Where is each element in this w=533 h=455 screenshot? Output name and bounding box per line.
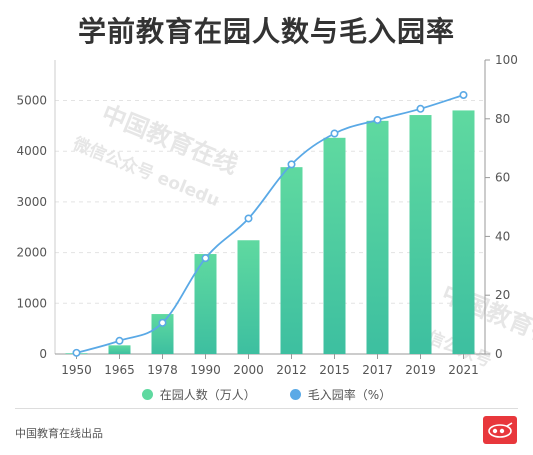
- y-right-tick-label: 60: [495, 171, 510, 185]
- bar-2012: [280, 167, 303, 354]
- y-right-tick-label: 0: [495, 347, 503, 361]
- line-point-2012: [287, 160, 296, 169]
- bar-1990: [194, 254, 217, 354]
- line-point-2021: [459, 90, 468, 99]
- x-tick-label: 2019: [405, 363, 436, 377]
- line-series: [72, 90, 468, 357]
- x-tick-label: 2012: [276, 363, 307, 377]
- x-tick-label: 1950: [61, 363, 92, 377]
- legend-label-line: 毛入园率（%）: [307, 388, 392, 402]
- x-tick-label: 1990: [190, 363, 221, 377]
- y-right-tick-label: 100: [495, 53, 518, 67]
- chart-title: 学前教育在园人数与毛入园率: [77, 15, 455, 48]
- footer-divider: [15, 408, 518, 409]
- bar-2019: [409, 115, 432, 354]
- x-tick-label: 1978: [147, 363, 178, 377]
- y-left-tick-label: 4000: [16, 144, 47, 158]
- y-left-tick-label: 0: [39, 347, 47, 361]
- y-right-tick-label: 80: [495, 112, 510, 126]
- bar-2017: [366, 120, 389, 355]
- legend: 在园人数（万人） 毛入园率（%）: [0, 386, 533, 403]
- y-right-tick-label: 20: [495, 288, 510, 302]
- bar-2015: [323, 137, 346, 354]
- bar-2021: [452, 110, 475, 354]
- line-point-1978: [158, 318, 167, 327]
- legend-label-bar: 在园人数（万人）: [159, 388, 256, 402]
- y-left-tick-label: 1000: [16, 296, 47, 310]
- bar-series: [65, 110, 475, 355]
- line-point-2017: [373, 115, 382, 124]
- line-point-1990: [201, 254, 210, 263]
- y-left-tick-label: 5000: [16, 94, 47, 108]
- footer-credit: 中国教育在线出品: [15, 427, 103, 440]
- x-tick-label: 2017: [362, 363, 393, 377]
- eol-logo-icon: [483, 416, 517, 444]
- line-point-1950: [72, 348, 81, 357]
- y-right-tick-label: 40: [495, 229, 510, 243]
- legend-item-bar[interactable]: 在园人数（万人）: [141, 386, 256, 403]
- legend-swatch-line: [289, 389, 301, 400]
- bar-2000: [237, 240, 260, 354]
- line-point-2019: [416, 104, 425, 113]
- legend-swatch-bar: [141, 389, 153, 400]
- y-left-tick-label: 2000: [16, 246, 47, 260]
- line-path: [76, 94, 464, 354]
- y-left-tick-label: 3000: [16, 195, 47, 209]
- line-point-1965: [115, 336, 124, 345]
- bar-1965: [108, 345, 131, 354]
- bar-1978: [151, 314, 174, 354]
- line-point-2000: [244, 214, 253, 223]
- line-point-2015: [330, 129, 339, 138]
- x-tick-label: 2021: [448, 363, 479, 377]
- x-tick-label: 2015: [319, 363, 350, 377]
- legend-item-line[interactable]: 毛入园率（%）: [289, 386, 392, 403]
- x-tick-label: 2000: [233, 363, 264, 377]
- x-tick-label: 1965: [104, 363, 135, 377]
